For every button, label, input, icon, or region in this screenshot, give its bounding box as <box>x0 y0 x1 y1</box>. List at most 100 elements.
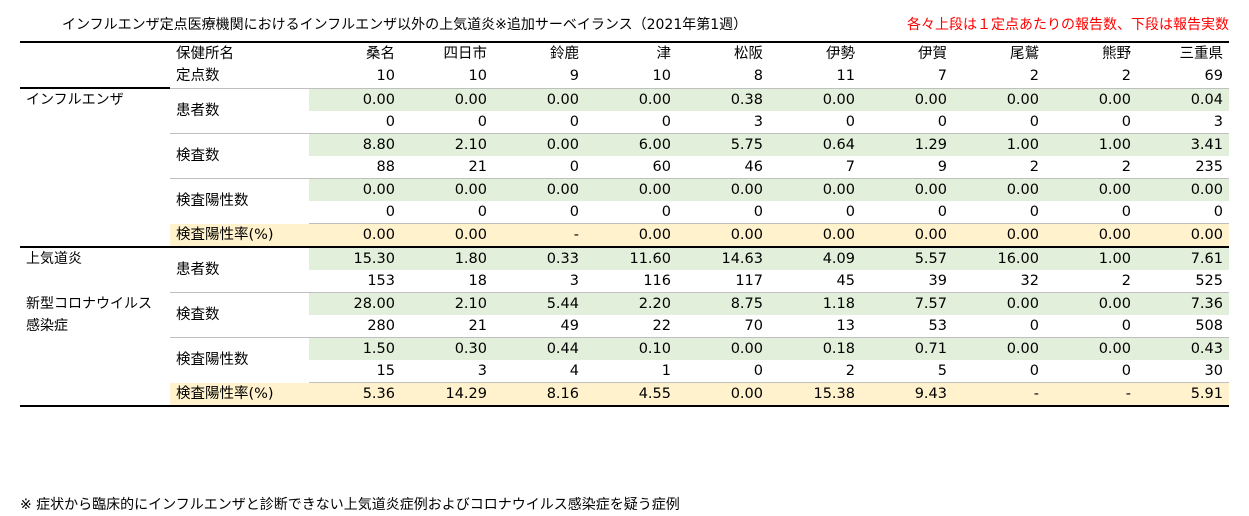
metric-label: 検査数 <box>170 292 309 338</box>
actual-value: 0 <box>769 201 861 224</box>
actual-value: 2 <box>1045 156 1137 179</box>
per-sentinel-value: 0.00 <box>1137 178 1229 201</box>
per-sentinel-value: 5.75 <box>677 133 769 156</box>
per-sentinel-value: 1.00 <box>1045 133 1137 156</box>
actual-value: 280 <box>309 315 401 338</box>
actual-value: 3 <box>1137 111 1229 134</box>
positivity-rate-value: 0.00 <box>1045 223 1137 248</box>
per-sentinel-value: 0.00 <box>861 178 953 201</box>
per-sentinel-value: 0.00 <box>953 87 1045 111</box>
actual-value: 0 <box>953 315 1045 338</box>
per-sentinel-value: 0.43 <box>1137 337 1229 360</box>
actual-value: 0 <box>769 111 861 134</box>
positivity-rate-value: 0.00 <box>677 223 769 248</box>
actual-value: 0 <box>861 201 953 224</box>
sentinel-count: 69 <box>1204 68 1223 85</box>
per-sentinel-value: 0.00 <box>493 178 585 201</box>
category-label <box>20 223 170 248</box>
data-row-per-sentinel: 検査数 8.80 2.10 0.00 6.00 5.75 0.64 1.29 1.00 1.00 3… <box>20 133 1229 179</box>
metric-label: 検査陽性率(%) <box>170 223 309 248</box>
category-label: インフルエンザ <box>20 87 170 111</box>
per-sentinel-value: 7.36 <box>1137 292 1229 315</box>
per-sentinel-value: 0.00 <box>493 133 585 156</box>
per-sentinel-value: 0.00 <box>1045 337 1137 360</box>
per-sentinel-value: 0.00 <box>1045 292 1137 315</box>
per-sentinel-value: 0.71 <box>861 337 953 360</box>
actual-value: 5 <box>861 360 953 383</box>
per-sentinel-value: 0.00 <box>677 337 769 360</box>
actual-value: 21 <box>401 156 493 179</box>
actual-value: 2 <box>769 360 861 383</box>
per-sentinel-value: 7.61 <box>1137 246 1229 270</box>
per-sentinel-value: 6.00 <box>585 133 677 156</box>
actual-value: 0 <box>861 111 953 134</box>
positivity-rate-row: 検査陽性率(%) 5.36 14.29 8.16 4.55 0.00 15.38 9.43- -… <box>20 382 1229 407</box>
actual-value: 0 <box>1137 201 1229 224</box>
data-row-per-sentinel: 新型コロナウイルス 検査数 28.00 2.10 5.44 2.20 8.75 1.18 7.5… <box>20 292 1229 338</box>
actual-value: 525 <box>1137 270 1229 293</box>
per-sentinel-value: 8.75 <box>677 292 769 315</box>
actual-value: 60 <box>585 156 677 179</box>
sentinel-count: 10 <box>652 68 671 85</box>
actual-value: 0 <box>401 111 493 134</box>
positivity-rate-value: 14.29 <box>401 382 493 407</box>
positivity-rate-value: 0.00 <box>861 223 953 248</box>
metric-label: 検査数 <box>170 133 309 179</box>
office-name: 伊勢 <box>826 46 855 62</box>
office-name: 鈴鹿 <box>550 46 579 62</box>
data-row-actual: 15 3 4 1 0 2 5 0 0 30 <box>20 360 1229 383</box>
sentinel-count: 10 <box>376 68 395 85</box>
per-sentinel-value: 0.18 <box>769 337 861 360</box>
per-sentinel-value: 1.00 <box>1045 246 1137 270</box>
category-label <box>20 134 170 157</box>
per-sentinel-value: 0.10 <box>585 337 677 360</box>
per-sentinel-value: 0.00 <box>953 337 1045 360</box>
sentinel-label: 定点数 <box>176 68 220 85</box>
actual-value: 22 <box>585 315 677 338</box>
positivity-rate-row: 検査陽性率(%) 0.00 0.00-0.00 0.00 0.00 0.00 0.00 0.0… <box>20 223 1229 248</box>
positivity-rate-value: 0.00 <box>677 382 769 407</box>
metric-label: 患者数 <box>170 87 309 134</box>
positivity-rate-value: 0.00 <box>1137 223 1229 248</box>
actual-value: 508 <box>1137 315 1229 338</box>
actual-value: 18 <box>401 270 493 293</box>
actual-value: 117 <box>677 270 769 293</box>
per-sentinel-value: 5.57 <box>861 246 953 270</box>
sentinel-count: 9 <box>569 68 579 85</box>
positivity-rate-value: 0.00 <box>309 223 401 248</box>
actual-value: 4 <box>493 360 585 383</box>
per-sentinel-value: 2.20 <box>585 292 677 315</box>
data-row-per-sentinel: 検査陽性数 1.50 0.30 0.44 0.10 0.00 0.18 0.71 0.00 0.0… <box>20 337 1229 383</box>
actual-value: 0 <box>493 111 585 134</box>
per-sentinel-value: 0.00 <box>309 178 401 201</box>
header-row-offices: 保健所名 桑名 四日市 鈴鹿 津 松阪 伊勢 伊賀 尾鷲 熊野 三重県 <box>20 43 1229 65</box>
data-row-per-sentinel: 検査陽性数 0.00 0.00 0.00 0.00 0.00 0.00 0.00 0.00 0.0… <box>20 178 1229 224</box>
actual-value: 3 <box>493 270 585 293</box>
positivity-rate-value: 5.91 <box>1137 382 1229 407</box>
actual-value: 0 <box>1045 201 1137 224</box>
actual-value: 153 <box>309 270 401 293</box>
category-label <box>20 338 170 361</box>
actual-value: 235 <box>1137 156 1229 179</box>
per-sentinel-value: 16.00 <box>953 246 1045 270</box>
per-sentinel-value: 2.10 <box>401 133 493 156</box>
category-label <box>20 360 170 383</box>
actual-value: 7 <box>769 156 861 179</box>
per-sentinel-value: 1.18 <box>769 292 861 315</box>
legend-note: 各々上段は１定点あたりの報告数、下段は報告実数 <box>907 17 1229 33</box>
actual-value: 0 <box>585 201 677 224</box>
per-sentinel-value: 8.80 <box>309 133 401 156</box>
actual-value: 49 <box>493 315 585 338</box>
actual-value: 0 <box>401 201 493 224</box>
metric-label: 検査陽性率(%) <box>170 382 309 407</box>
office-name: 熊野 <box>1102 46 1131 62</box>
per-sentinel-value: 28.00 <box>309 292 401 315</box>
per-sentinel-value: 1.00 <box>953 133 1045 156</box>
actual-value: 0 <box>493 201 585 224</box>
actual-value: 53 <box>861 315 953 338</box>
positivity-rate-value: 9.43 <box>861 382 953 407</box>
office-name: 三重県 <box>1179 46 1224 62</box>
actual-value: 0 <box>309 111 401 134</box>
actual-value: 0 <box>953 360 1045 383</box>
